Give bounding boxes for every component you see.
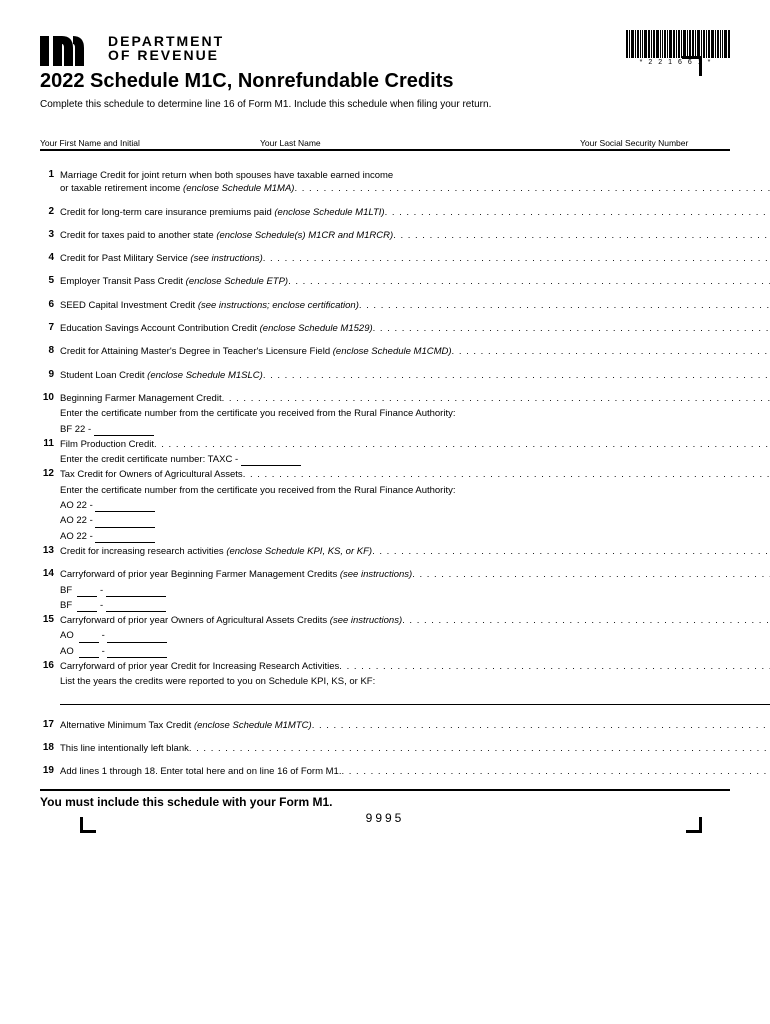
line-4: 4 Credit for Past Military Service (see … bbox=[40, 252, 730, 265]
logo-block: DEPARTMENT OF REVENUE bbox=[40, 30, 224, 66]
line-num-3: 3 bbox=[40, 229, 60, 240]
barcode-icon bbox=[626, 30, 730, 58]
line-num-16: 16 bbox=[40, 660, 60, 671]
line-num-7: 7 bbox=[40, 322, 60, 333]
dept-line1: DEPARTMENT bbox=[108, 34, 224, 48]
barcode-block: *221661* bbox=[626, 30, 730, 66]
line-18: 18 This line intentionally left blank 18 bbox=[40, 742, 730, 755]
line-14-cert-2[interactable]: BF - bbox=[60, 599, 770, 612]
crop-mark-br bbox=[686, 817, 702, 833]
line-14-cert-1[interactable]: BF - bbox=[60, 584, 770, 597]
line-2: 2 Credit for long-term care insurance pr… bbox=[40, 206, 730, 219]
line-13: 13 Credit for increasing research activi… bbox=[40, 545, 730, 558]
line-12-cert-2[interactable]: AO 22 - bbox=[60, 514, 770, 527]
line-num-18: 18 bbox=[40, 742, 60, 753]
line-19: 19 Add lines 1 through 18. Enter total h… bbox=[40, 765, 730, 778]
line-16-sub: List the years the credits were reported… bbox=[60, 675, 770, 688]
crop-mark-tr bbox=[682, 56, 702, 76]
line-num-6: 6 bbox=[40, 299, 60, 310]
line-11-cert[interactable]: Enter the credit certificate number: TAX… bbox=[60, 453, 770, 466]
line-15: 15 Carryforward of prior year Owners of … bbox=[40, 614, 730, 658]
line-num-4: 4 bbox=[40, 252, 60, 263]
line-15-cert-2[interactable]: AO - bbox=[60, 645, 770, 658]
line-1: 1 Marriage Credit for joint return when … bbox=[40, 169, 730, 196]
line-num-2: 2 bbox=[40, 206, 60, 217]
line-num-14: 14 bbox=[40, 568, 60, 579]
first-name-label: Your First Name and Initial bbox=[40, 138, 260, 148]
dept-line2: OF REVENUE bbox=[108, 48, 224, 62]
form-title: 2022 Schedule M1C, Nonrefundable Credits bbox=[40, 70, 730, 93]
line-12-sub: Enter the certificate number from the ce… bbox=[60, 484, 770, 497]
line-11: 11 Film Production Credit Enter the cred… bbox=[40, 438, 730, 467]
line-num-15: 15 bbox=[40, 614, 60, 625]
line-10-sub: Enter the certificate number from the ce… bbox=[60, 407, 770, 420]
line-num-13: 13 bbox=[40, 545, 60, 556]
line-5: 5 Employer Transit Pass Credit (enclose … bbox=[40, 275, 730, 288]
last-name-label: Your Last Name bbox=[260, 138, 580, 148]
line-10: 10 Beginning Farmer Management Credit En… bbox=[40, 392, 730, 436]
line-num-17: 17 bbox=[40, 719, 60, 730]
tax-form-page: { "header": { "logo_text": "m", "dept_li… bbox=[40, 30, 730, 825]
line-15-cert-1[interactable]: AO - bbox=[60, 629, 770, 642]
line-10-cert[interactable]: BF 22 - bbox=[60, 423, 770, 436]
form-subtitle: Complete this schedule to determine line… bbox=[40, 99, 730, 110]
ssn-label: Your Social Security Number bbox=[580, 138, 730, 148]
form-code: 9995 bbox=[40, 811, 730, 825]
line-num-5: 5 bbox=[40, 275, 60, 286]
line-num-1: 1 bbox=[40, 169, 60, 180]
barcode-text: *221661* bbox=[626, 59, 730, 66]
line-12-cert-3[interactable]: AO 22 - bbox=[60, 530, 770, 543]
line-num-10: 10 bbox=[40, 392, 60, 403]
line-num-9: 9 bbox=[40, 369, 60, 380]
mn-logo-icon bbox=[40, 30, 100, 66]
line-num-19: 19 bbox=[40, 765, 60, 776]
line-16-years-input[interactable] bbox=[60, 693, 770, 705]
line-12-cert-1[interactable]: AO 22 - bbox=[60, 499, 770, 512]
line-9: 9 Student Loan Credit (enclose Schedule … bbox=[40, 369, 730, 382]
crop-mark-bl bbox=[80, 817, 96, 833]
line-12: 12 Tax Credit for Owners of Agricultural… bbox=[40, 468, 730, 542]
line-1-text-a: Marriage Credit for joint return when bo… bbox=[60, 169, 770, 182]
line-num-8: 8 bbox=[40, 345, 60, 356]
line-8: 8 Credit for Attaining Master's Degree i… bbox=[40, 345, 730, 358]
name-row: Your First Name and Initial Your Last Na… bbox=[40, 138, 730, 151]
line-num-12: 12 bbox=[40, 468, 60, 479]
line-7: 7 Education Savings Account Contribution… bbox=[40, 322, 730, 335]
line-6: 6 SEED Capital Investment Credit (see in… bbox=[40, 299, 730, 312]
line-16: 16 Carryforward of prior year Credit for… bbox=[40, 660, 730, 705]
footer-note: You must include this schedule with your… bbox=[40, 789, 730, 809]
line-14: 14 Carryforward of prior year Beginning … bbox=[40, 568, 730, 612]
line-num-11: 11 bbox=[40, 438, 60, 449]
header: DEPARTMENT OF REVENUE *221661* bbox=[40, 30, 730, 66]
line-3: 3 Credit for taxes paid to another state… bbox=[40, 229, 730, 242]
line-17: 17 Alternative Minimum Tax Credit (enclo… bbox=[40, 719, 730, 732]
